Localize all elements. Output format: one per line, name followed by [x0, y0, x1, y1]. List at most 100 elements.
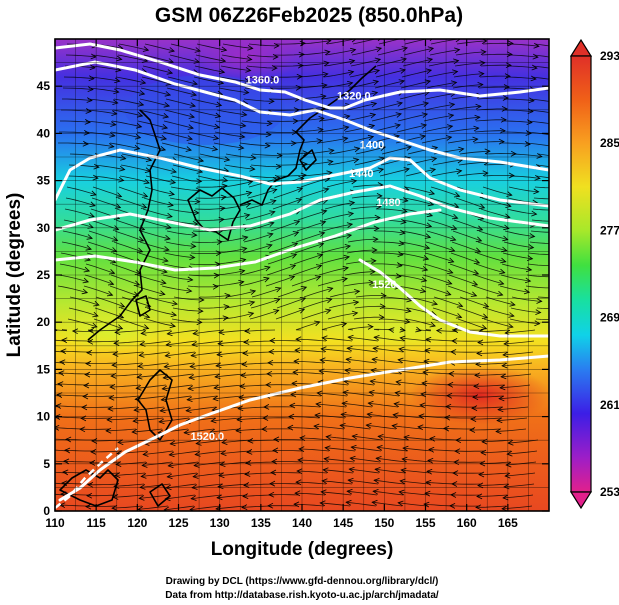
streamline — [55, 428, 59, 430]
streamline-arrow — [246, 56, 253, 62]
streamline — [224, 164, 255, 170]
streamline — [531, 76, 549, 80]
streamline-arrow — [315, 401, 322, 408]
streamline-arrow — [405, 145, 412, 151]
contour-label: 1360.0 — [246, 74, 280, 86]
streamline-arrow — [445, 135, 453, 141]
streamline — [401, 219, 432, 227]
streamline-arrow — [497, 406, 504, 413]
streamline — [532, 65, 549, 69]
streamline-arrow — [391, 423, 398, 430]
streamline — [55, 329, 68, 332]
streamline — [137, 120, 168, 129]
streamline-arrow — [217, 483, 224, 490]
streamline-arrow — [263, 276, 270, 283]
streamline-arrow — [189, 254, 196, 261]
streamline-arrow — [474, 372, 481, 379]
streamline-arrow — [239, 268, 246, 275]
streamline — [138, 505, 169, 510]
streamline — [60, 350, 91, 353]
streamline-arrow — [558, 207, 563, 212]
streamline — [134, 406, 165, 411]
streamline — [139, 241, 169, 251]
streamline-arrow — [500, 373, 507, 380]
streamline-arrow — [313, 423, 320, 430]
streamline — [502, 362, 533, 367]
streamline — [328, 159, 359, 166]
streamline — [115, 329, 146, 333]
streamline-arrow — [402, 445, 409, 452]
streamline-arrow — [271, 188, 278, 194]
streamline-arrow — [241, 361, 248, 367]
streamline — [86, 362, 117, 364]
streamline-arrow — [328, 148, 335, 154]
streamline-arrow — [450, 492, 457, 498]
streamline — [534, 43, 549, 47]
streamline — [138, 362, 169, 367]
streamline — [449, 263, 479, 275]
streamline-arrow — [263, 404, 270, 410]
streamline — [119, 318, 149, 329]
streamline-arrow — [344, 367, 351, 374]
colorbar-label: 285 — [600, 136, 619, 150]
streamline — [109, 395, 140, 399]
streamline-arrow — [318, 116, 325, 122]
streamline-arrow — [239, 133, 246, 140]
streamline-arrow — [110, 121, 117, 127]
streamline-arrow — [86, 349, 93, 356]
streamline — [374, 80, 405, 89]
streamline — [501, 131, 532, 134]
streamline-arrow — [377, 167, 385, 174]
streamline — [372, 252, 403, 256]
streamline — [508, 439, 539, 444]
streamline — [114, 483, 145, 487]
streamline — [57, 285, 88, 294]
streamline-arrow — [291, 380, 298, 387]
streamline — [352, 39, 377, 45]
streamline-arrow — [444, 414, 451, 421]
streamline-arrow — [478, 471, 485, 478]
streamline — [242, 244, 273, 254]
streamline-arrow — [197, 157, 205, 163]
streamline-arrow — [452, 69, 459, 76]
streamline — [344, 380, 375, 386]
streamline-arrow — [267, 232, 274, 238]
streamline — [457, 172, 488, 177]
streamline-arrow — [85, 503, 92, 510]
streamline-arrow — [347, 69, 355, 76]
streamline — [473, 384, 505, 387]
streamline — [458, 161, 489, 166]
streamline-arrow — [223, 304, 230, 310]
streamline-arrow — [240, 257, 247, 264]
streamline — [298, 459, 329, 463]
streamline — [419, 415, 450, 419]
streamline-arrow — [371, 356, 378, 363]
streamline-arrow — [500, 257, 507, 264]
x-axis-ticks: 110 115 120 125 130 135 140 145 150 155 160 165 — [45, 39, 518, 530]
streamline-arrow — [528, 244, 535, 250]
streamline — [118, 43, 149, 51]
streamline — [475, 119, 506, 122]
streamline-arrow — [325, 434, 332, 440]
streamline — [374, 336, 405, 342]
streamline — [453, 219, 483, 231]
streamline-arrow — [106, 290, 114, 297]
streamline-arrow — [475, 361, 482, 368]
streamline — [215, 259, 246, 265]
streamline-arrow — [91, 322, 98, 329]
streamline-arrow — [133, 144, 141, 151]
streamline-arrow — [86, 97, 93, 103]
streamline-arrow — [352, 157, 360, 164]
streamline-arrow — [266, 120, 273, 127]
streamline-arrow — [559, 45, 564, 50]
streamline — [476, 494, 508, 497]
streamline — [191, 98, 222, 106]
streamline — [244, 472, 276, 475]
streamline — [164, 505, 195, 511]
streamline-arrow — [163, 102, 171, 108]
streamline-arrow — [370, 258, 377, 264]
streamline — [72, 329, 93, 332]
streamline-arrow — [504, 472, 511, 479]
colorbar-label: 261 — [600, 398, 619, 412]
colorbar: 293 285 277 269 261 253 — [569, 38, 619, 510]
